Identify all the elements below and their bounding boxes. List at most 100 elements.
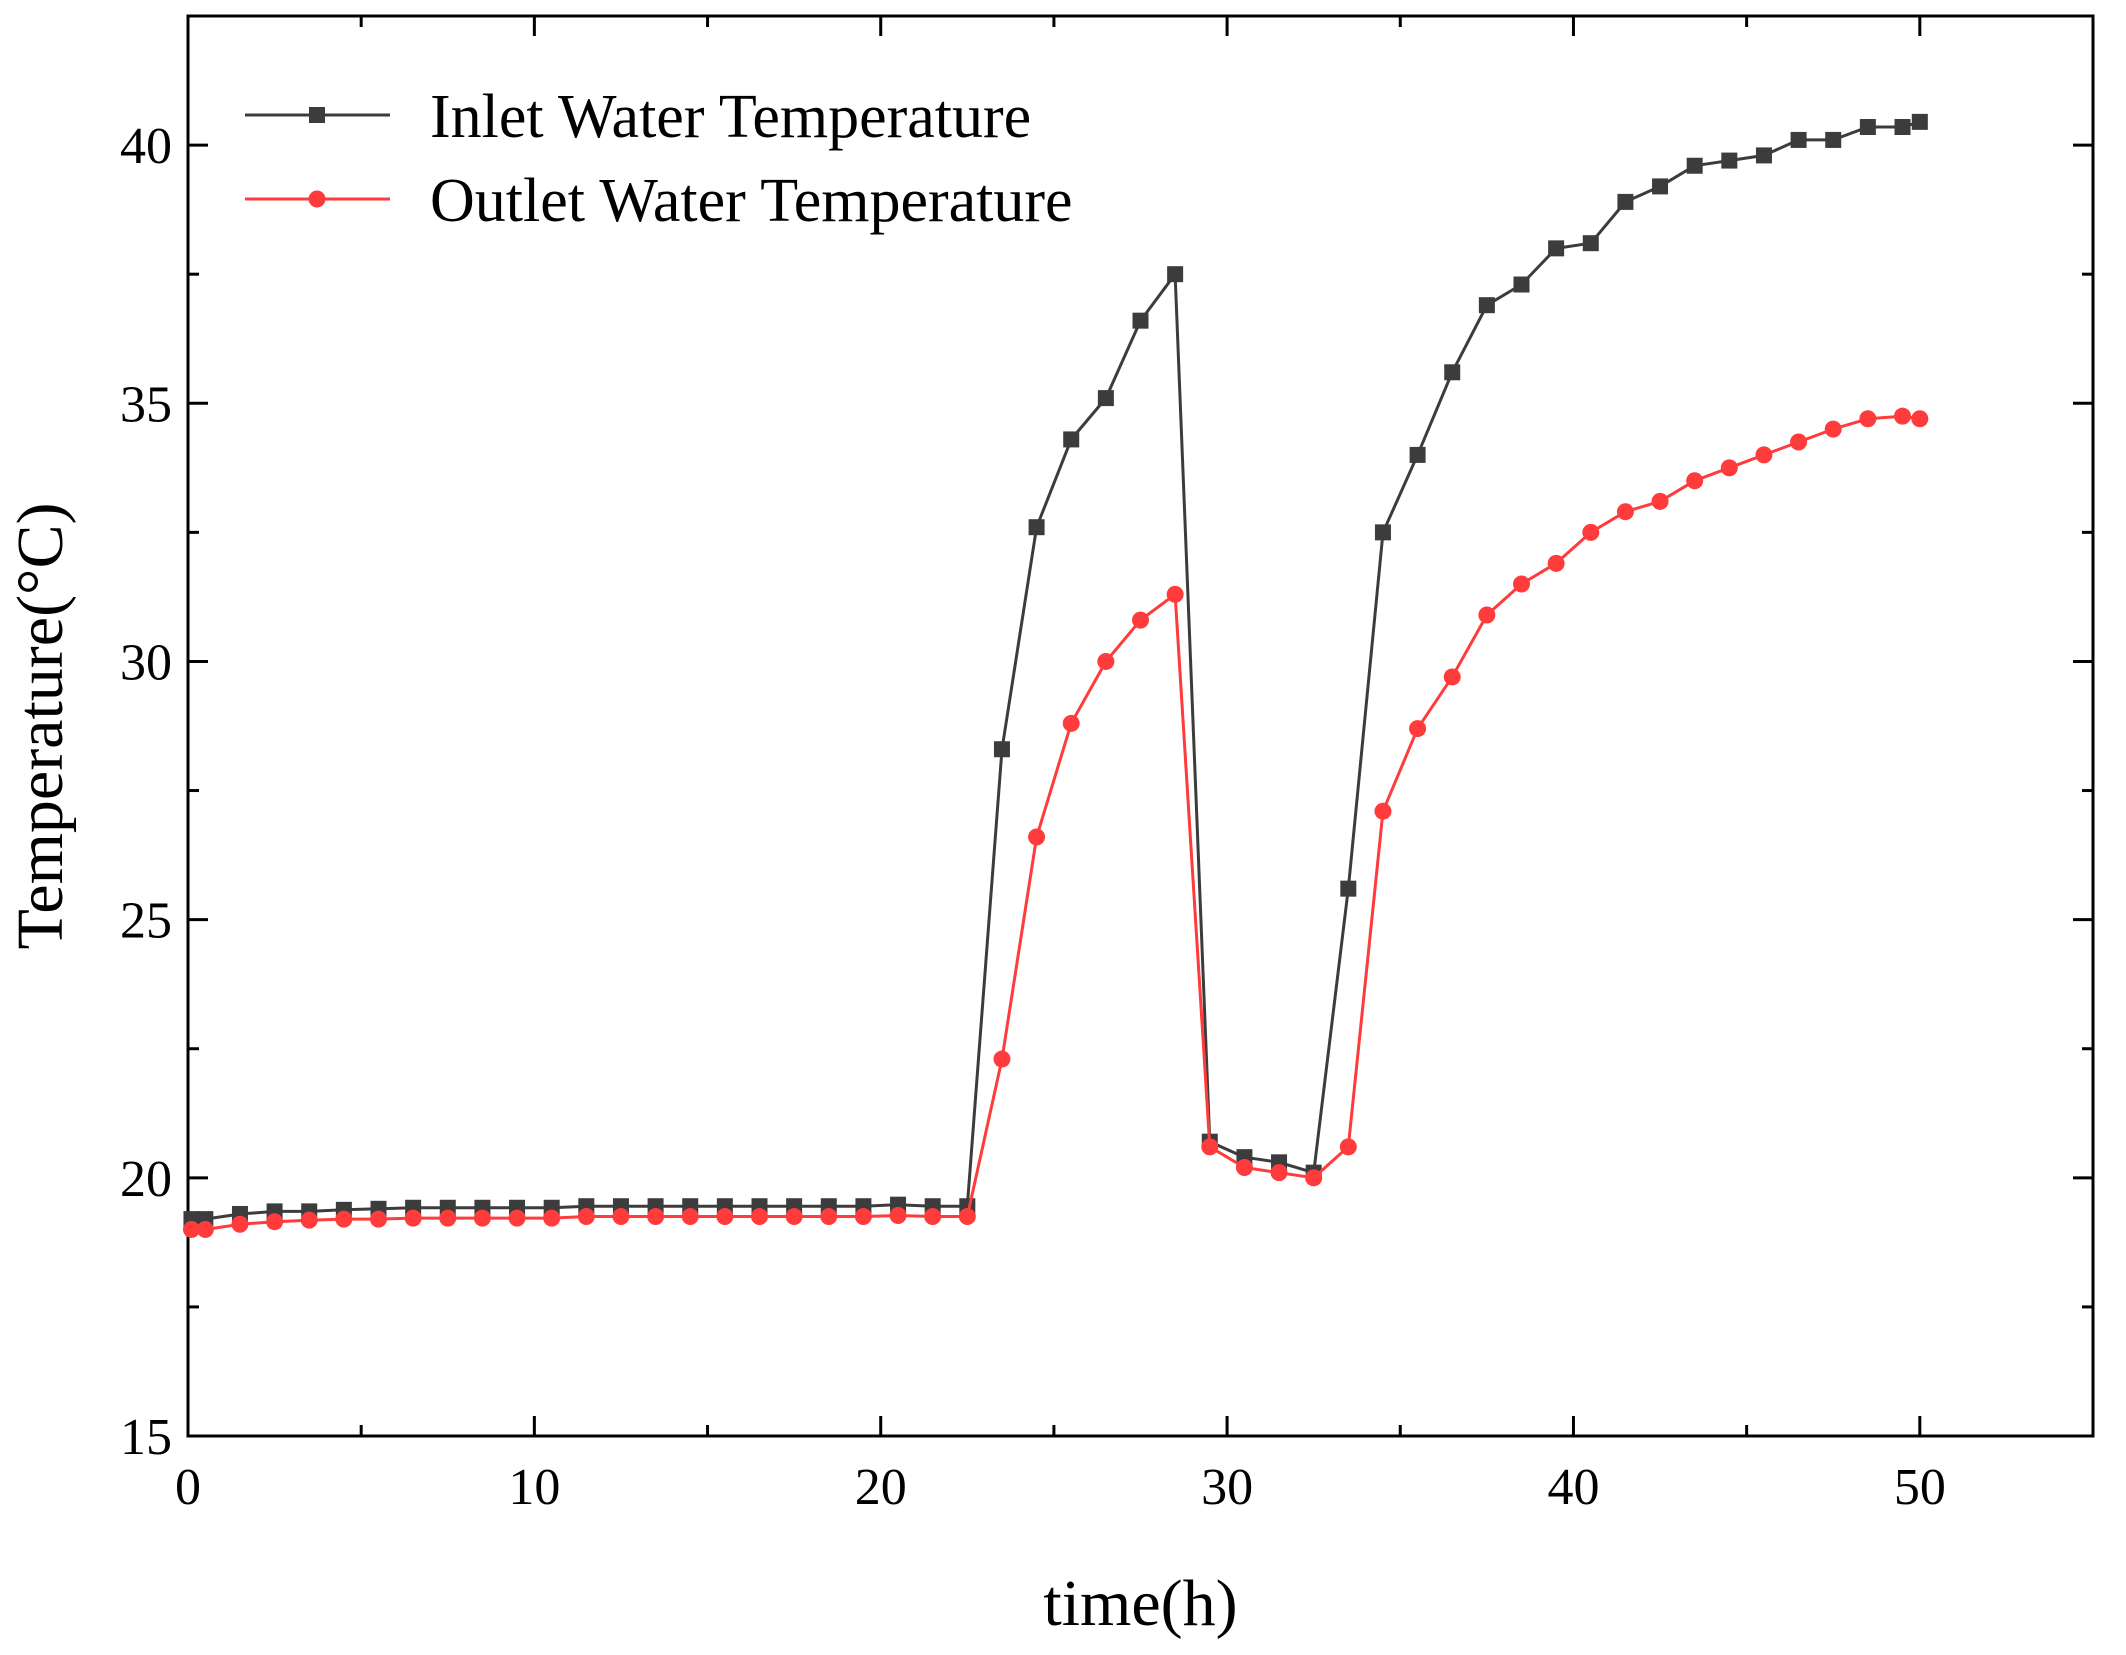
data-point [1547, 554, 1565, 572]
legend-item: Outlet Water Temperature [245, 167, 1073, 235]
x-tick-label: 0 [175, 1459, 201, 1516]
y-tick-label: 20 [120, 1151, 172, 1208]
data-point [1548, 240, 1565, 257]
data-point [820, 1208, 838, 1226]
legend: Inlet Water Temperature Outlet Water Temp… [245, 83, 1073, 235]
data-point [1755, 147, 1772, 164]
data-point [404, 1209, 422, 1227]
legend-label: Inlet Water Temperature [430, 83, 1031, 151]
series-outlet [182, 407, 1929, 1238]
x-tick-label: 20 [855, 1459, 907, 1516]
data-point [508, 1209, 526, 1227]
data-point [370, 1210, 387, 1228]
data-point [1686, 157, 1703, 174]
data-point [1824, 420, 1842, 438]
x-tick-label: 50 [1894, 1459, 1946, 1516]
data-point [1911, 113, 1928, 130]
data-point [1132, 312, 1149, 329]
data-point [1652, 178, 1669, 195]
data-point [958, 1208, 976, 1226]
data-point [1790, 433, 1808, 451]
series-line [191, 414, 1921, 1231]
data-point [1478, 297, 1495, 314]
y-tick-label: 30 [120, 634, 172, 691]
data-point [1790, 131, 1807, 148]
data-point [1755, 446, 1773, 464]
y-tick-label: 25 [120, 893, 172, 950]
data-point [300, 1211, 318, 1229]
data-point [785, 1208, 803, 1226]
data-point [1270, 1164, 1288, 1182]
data-point [543, 1209, 561, 1227]
data-point [1235, 1158, 1253, 1176]
series-layer [182, 113, 1929, 1238]
legend-marker [308, 190, 326, 208]
data-point [1132, 611, 1149, 629]
data-point [1616, 503, 1634, 521]
data-point [1894, 119, 1911, 136]
x-axis-label: time(h) [1043, 1567, 1237, 1640]
data-point [1720, 459, 1738, 477]
data-point [1097, 652, 1115, 670]
data-point [266, 1213, 284, 1231]
data-point [577, 1208, 595, 1226]
x-tick-label: 10 [508, 1459, 560, 1516]
data-point [335, 1210, 353, 1228]
data-point [1617, 193, 1634, 210]
data-point [924, 1208, 942, 1226]
data-point [1374, 802, 1392, 820]
data-point [1305, 1169, 1323, 1187]
data-point [716, 1208, 734, 1226]
x-tick-label: 30 [1201, 1459, 1253, 1516]
data-point [182, 1220, 200, 1238]
data-point [1166, 585, 1184, 603]
data-point [993, 741, 1010, 758]
legend-item: Inlet Water Temperature [245, 83, 1031, 151]
data-point [1859, 410, 1877, 428]
x-axis-ticks: 0 10 20 30 40 50 [175, 16, 1946, 1516]
data-point [1825, 131, 1842, 148]
data-point [1062, 714, 1080, 732]
data-point [1444, 364, 1461, 381]
data-point [1721, 152, 1738, 169]
data-point [889, 1207, 907, 1225]
data-point [1443, 668, 1461, 686]
data-point [1028, 828, 1046, 846]
data-point [1409, 720, 1427, 738]
data-point [1513, 276, 1530, 293]
data-point [612, 1208, 630, 1226]
legend-marker [309, 107, 325, 123]
plot-frame [186, 14, 2095, 1438]
data-point [1097, 390, 1114, 407]
data-point [439, 1209, 457, 1227]
data-point [196, 1220, 214, 1238]
plot-area-border [186, 14, 2095, 1438]
data-point [1374, 524, 1391, 541]
data-point [1651, 492, 1669, 510]
data-point [1513, 575, 1530, 593]
data-point [993, 1050, 1011, 1068]
data-point [1409, 446, 1426, 463]
data-point [1911, 410, 1929, 428]
data-point [681, 1208, 699, 1226]
data-point [1339, 1138, 1357, 1156]
y-tick-label: 35 [120, 376, 172, 433]
data-point [1478, 606, 1496, 624]
data-point [231, 1215, 249, 1233]
data-point [1201, 1138, 1219, 1156]
y-tick-label: 40 [120, 118, 172, 175]
data-point [854, 1208, 872, 1226]
data-point [1686, 472, 1704, 490]
series-inlet [183, 113, 1928, 1228]
y-axis-ticks: 15 20 25 30 35 40 [120, 118, 2093, 1466]
legend-label: Outlet Water Temperature [430, 167, 1073, 235]
data-point [473, 1209, 491, 1227]
y-axis-label: Temperature(°C) [4, 503, 77, 950]
series-line [191, 120, 1921, 1221]
data-point [1028, 519, 1045, 536]
data-point [1894, 407, 1911, 425]
data-point [751, 1208, 768, 1226]
data-point [1167, 266, 1184, 283]
data-point [1582, 523, 1600, 541]
